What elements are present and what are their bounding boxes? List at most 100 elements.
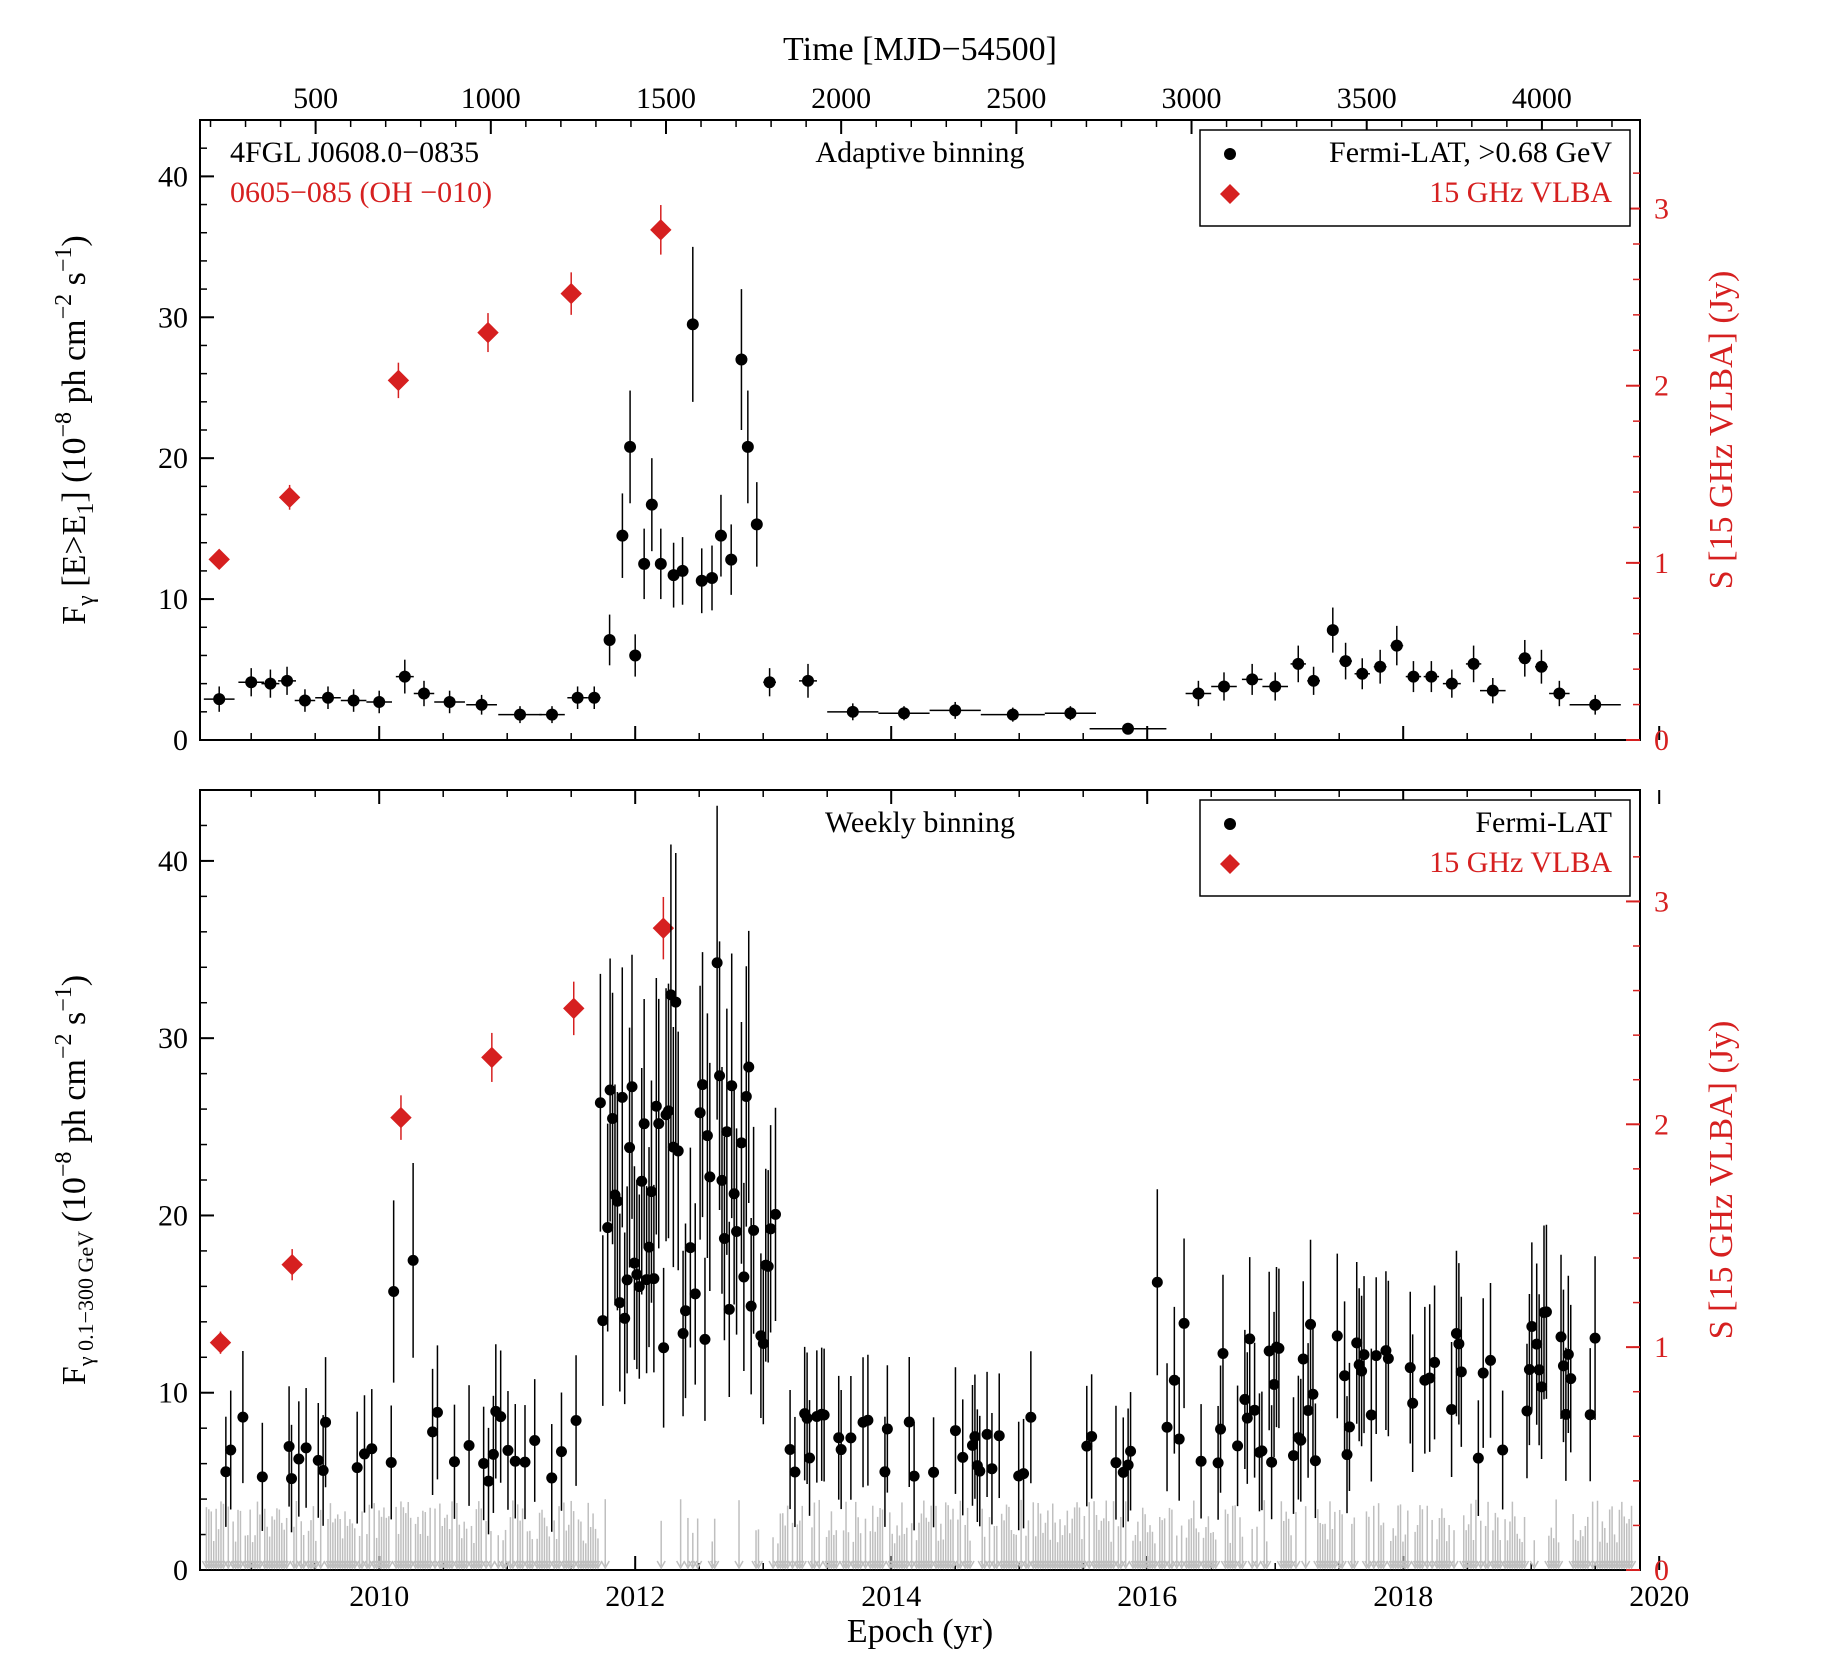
- fermi-weekly-point: [1305, 1319, 1316, 1330]
- fermi-weekly-point: [1169, 1375, 1180, 1386]
- vlba-point: [282, 1255, 302, 1275]
- fermi-weekly-point: [388, 1286, 399, 1297]
- fermi-weekly-point: [1256, 1445, 1267, 1456]
- fermi-point: [764, 676, 776, 688]
- mjd-tick-label: 1000: [461, 82, 521, 115]
- fermi-point: [588, 692, 600, 704]
- fermi-weekly-point: [974, 1466, 985, 1477]
- fermi-weekly-point: [1273, 1343, 1284, 1354]
- fermi-weekly-point: [1025, 1412, 1036, 1423]
- vlba-point: [482, 1047, 502, 1067]
- fermi-weekly-point: [1356, 1366, 1367, 1377]
- svg-text:Fγ [E>E1] (10−8 ph cm−2 s−1): Fγ [E>E1] (10−8 ph cm−2 s−1): [51, 235, 99, 624]
- fermi-weekly-point: [1298, 1353, 1309, 1364]
- fermi-weekly-point: [1310, 1455, 1321, 1466]
- fermi-weekly-point: [1174, 1434, 1185, 1445]
- fermi-point: [687, 318, 699, 330]
- fermi-weekly-point: [1018, 1468, 1029, 1479]
- fermi-weekly-point: [1232, 1440, 1243, 1451]
- fermi-point: [546, 709, 558, 721]
- fermi-weekly-point: [1269, 1379, 1280, 1390]
- fermi-weekly-point: [624, 1142, 635, 1153]
- fermi-weekly-point: [220, 1466, 231, 1477]
- fermi-weekly-point: [1125, 1446, 1136, 1457]
- fermi-weekly-point: [950, 1425, 961, 1436]
- fermi-weekly-point: [432, 1407, 443, 1418]
- fermi-weekly-point: [699, 1334, 710, 1345]
- fermi-weekly-point: [763, 1261, 774, 1272]
- fermi-point: [1407, 671, 1419, 683]
- fermi-weekly-point: [724, 1304, 735, 1315]
- fermi-weekly-point: [1371, 1350, 1382, 1361]
- fermi-weekly-point: [765, 1223, 776, 1234]
- fermi-weekly-point: [690, 1288, 701, 1299]
- fermi-weekly-point: [819, 1410, 830, 1421]
- fermi-weekly-point: [741, 1091, 752, 1102]
- y1-left-tick: 0: [173, 724, 188, 757]
- fermi-weekly-point: [743, 1061, 754, 1072]
- fermi-weekly-point: [1446, 1404, 1457, 1415]
- vlba-point: [564, 998, 584, 1018]
- fermi-point: [629, 649, 641, 661]
- fermi-point: [418, 688, 430, 700]
- fermi-weekly-point: [648, 1273, 659, 1284]
- fermi-point: [1589, 699, 1601, 711]
- fermi-point: [1425, 671, 1437, 683]
- fermi-point: [281, 675, 293, 687]
- y1-left-tick: 40: [158, 160, 188, 193]
- top-axis-label: Time [MJD−54500]: [783, 31, 1057, 68]
- fermi-weekly-point: [529, 1435, 540, 1446]
- source-id-1: 4FGL J0608.0−0835: [230, 136, 479, 169]
- fermi-weekly-point: [680, 1305, 691, 1316]
- fermi-weekly-point: [653, 1118, 664, 1129]
- fermi-weekly-point: [1407, 1398, 1418, 1409]
- fermi-weekly-point: [366, 1443, 377, 1454]
- fermi-weekly-point: [1429, 1357, 1440, 1368]
- fermi-weekly-point: [612, 1196, 623, 1207]
- mjd-tick-label: 3500: [1337, 82, 1397, 115]
- fermi-weekly-point: [695, 1107, 706, 1118]
- fermi-weekly-point: [284, 1441, 295, 1452]
- fermi-point: [264, 678, 276, 690]
- fermi-weekly-point: [670, 997, 681, 1008]
- fermi-weekly-point: [301, 1442, 312, 1453]
- legend-label: Fermi-LAT, >0.68 GeV: [1329, 136, 1612, 169]
- fermi-weekly-point: [1521, 1405, 1532, 1416]
- fermi-weekly-point: [571, 1415, 582, 1426]
- fermi-weekly-point: [478, 1458, 489, 1469]
- y2-left-tick: 0: [173, 1554, 188, 1587]
- fermi-point: [1292, 658, 1304, 670]
- fermi-weekly-point: [1453, 1338, 1464, 1349]
- fermi-weekly-point: [1424, 1373, 1435, 1384]
- vlba-point: [280, 487, 300, 507]
- mjd-tick-label: 4000: [1512, 82, 1572, 115]
- fermi-weekly-point: [1351, 1337, 1362, 1348]
- fermi-weekly-point: [1451, 1328, 1462, 1339]
- fermi-weekly-point: [225, 1445, 236, 1456]
- fermi-weekly-point: [237, 1412, 248, 1423]
- vlba-point: [478, 323, 498, 343]
- fermi-weekly-point: [639, 1118, 650, 1129]
- mjd-tick-label: 2000: [811, 82, 871, 115]
- fermi-weekly-point: [746, 1301, 757, 1312]
- fermi-point: [373, 696, 385, 708]
- y2-right-label: S [15 GHz VLBA] (Jy): [1703, 1021, 1740, 1340]
- fermi-weekly-point: [313, 1455, 324, 1466]
- fermi-point: [706, 572, 718, 584]
- fermi-weekly-point: [738, 1271, 749, 1282]
- y2-left-tick: 10: [158, 1377, 188, 1410]
- fermi-point: [655, 558, 667, 570]
- mjd-tick-label: 1500: [636, 82, 696, 115]
- fermi-point: [1246, 673, 1258, 685]
- y1-right-label: S [15 GHz VLBA] (Jy): [1703, 271, 1740, 590]
- fermi-weekly-point: [678, 1328, 689, 1339]
- fermi-point: [299, 695, 311, 707]
- fermi-weekly-point: [1359, 1349, 1370, 1360]
- fermi-weekly-point: [719, 1233, 730, 1244]
- fermi-weekly-point: [1366, 1410, 1377, 1421]
- fermi-weekly-point: [1534, 1364, 1545, 1375]
- y1-left-tick: 10: [158, 583, 188, 616]
- fermi-weekly-point: [986, 1463, 997, 1474]
- fermi-weekly-point: [994, 1430, 1005, 1441]
- fermi-weekly-point: [483, 1476, 494, 1487]
